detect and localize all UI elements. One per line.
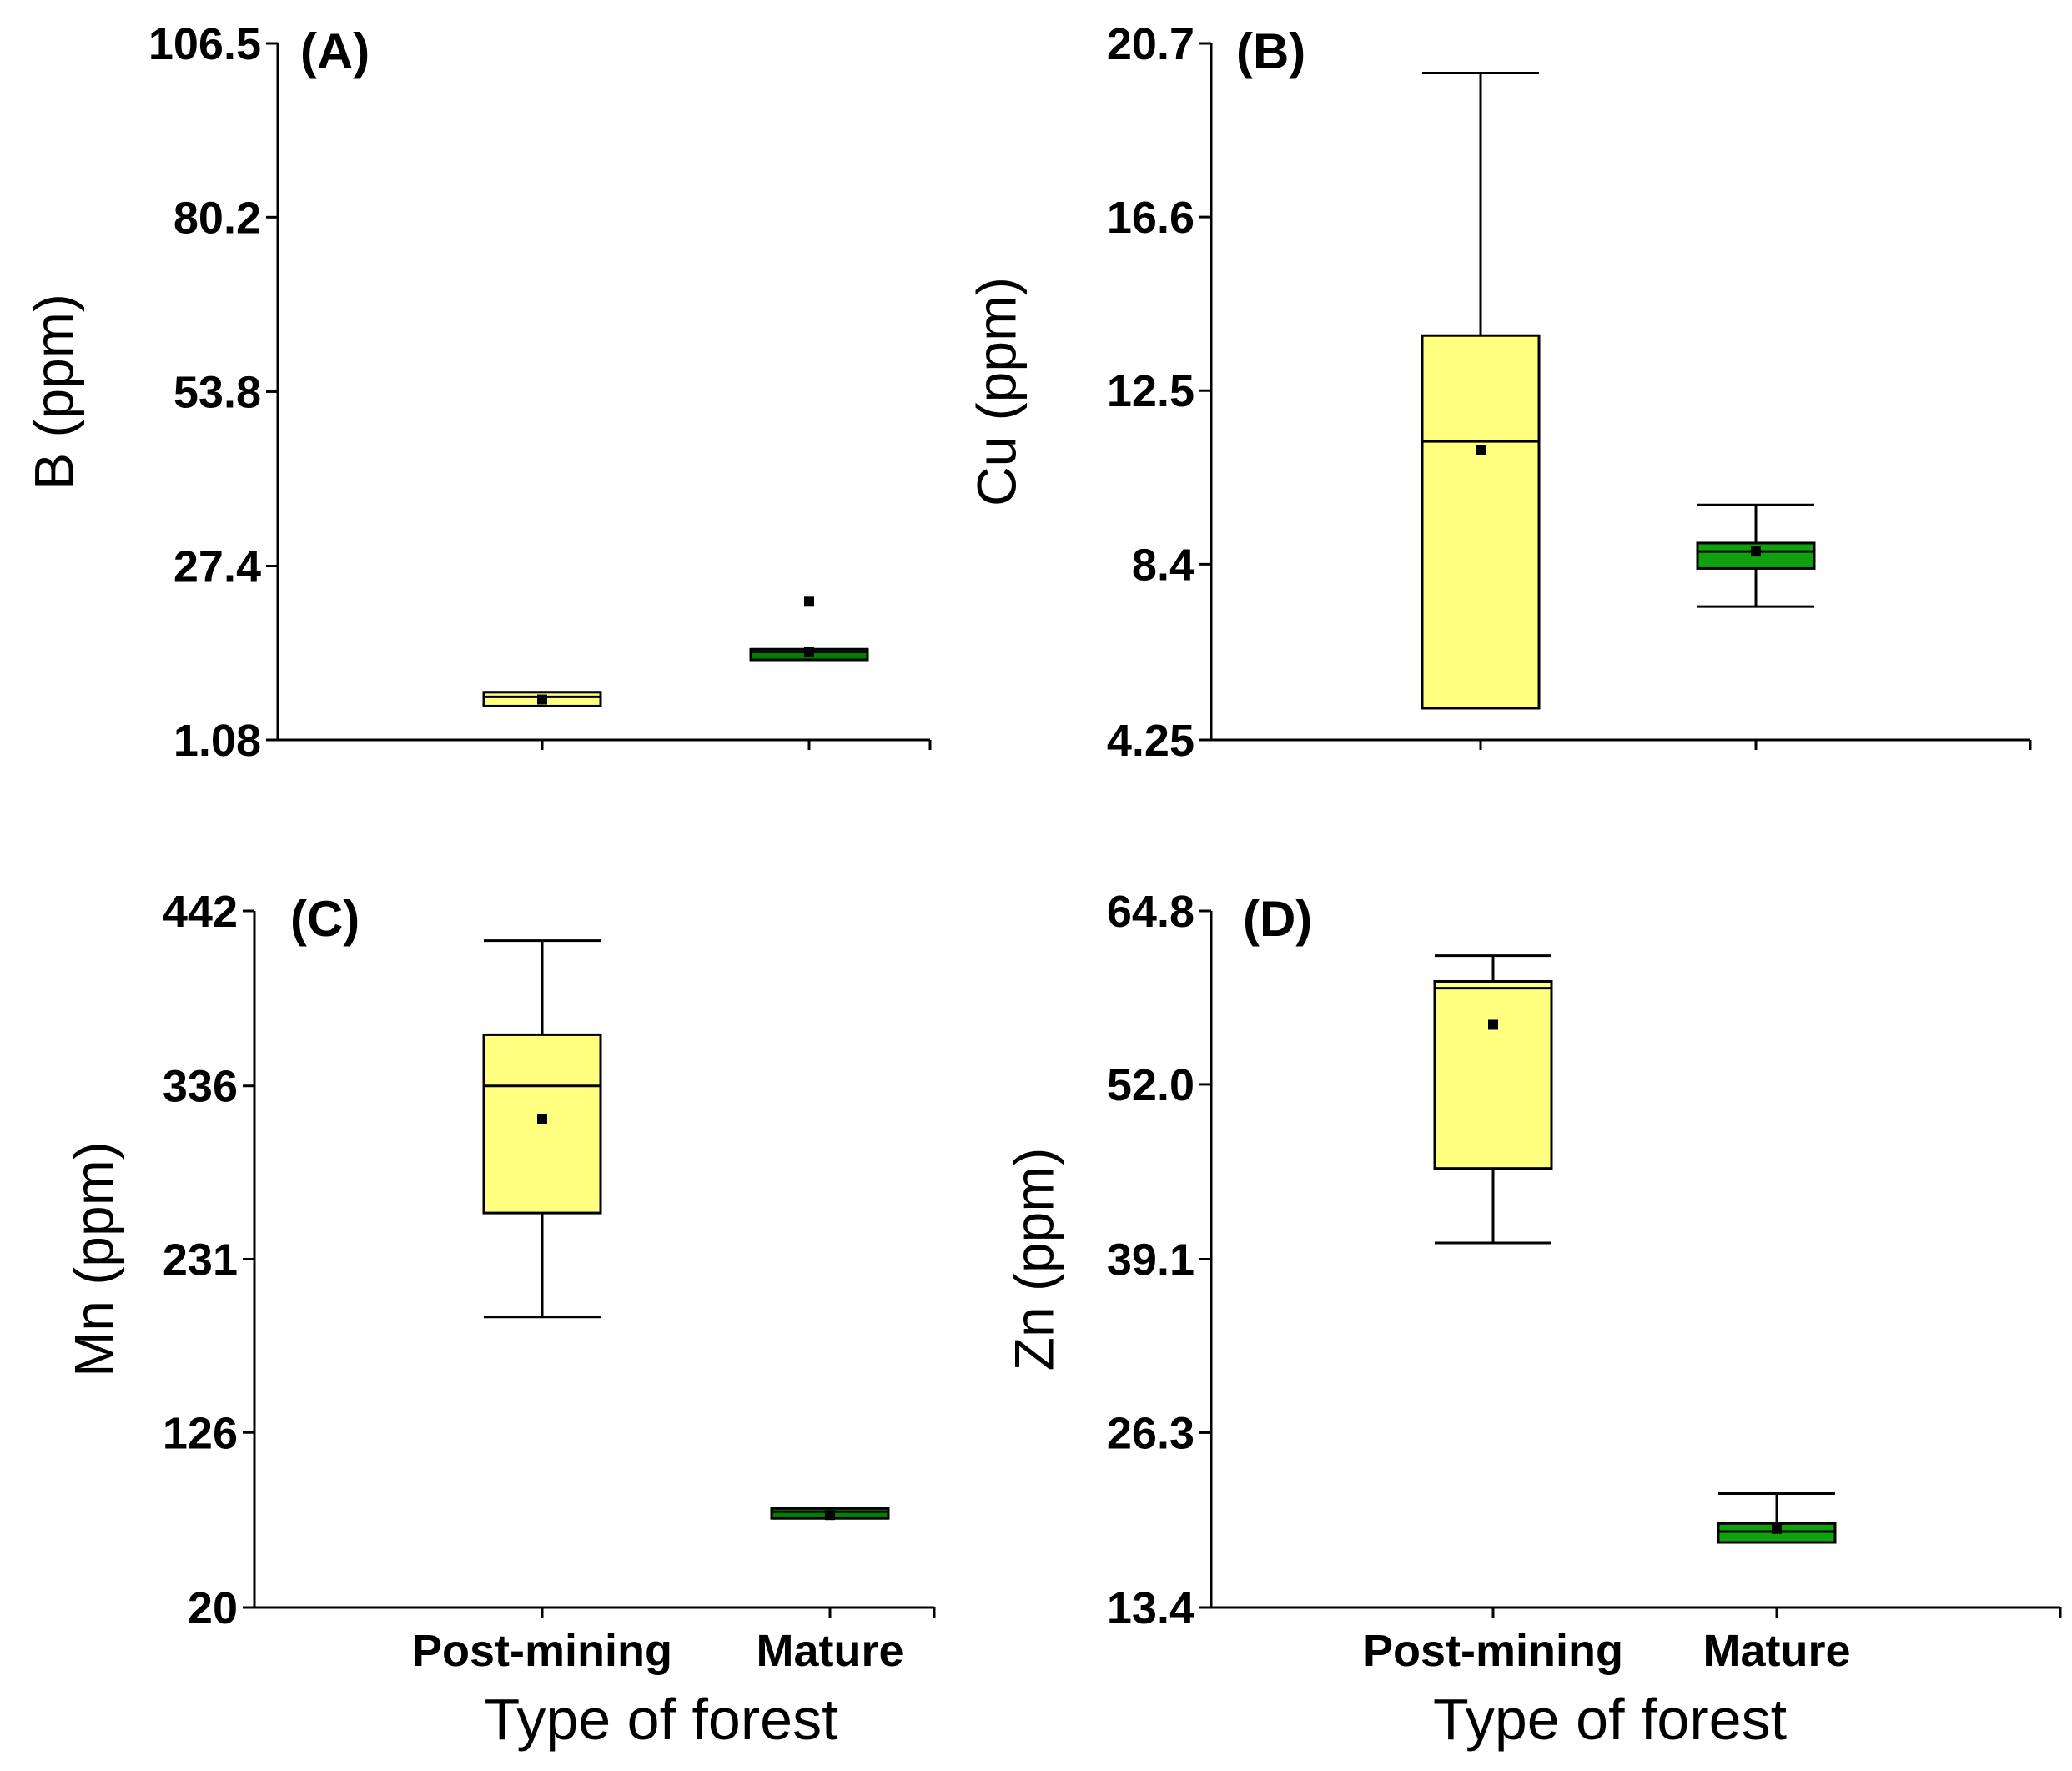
mean-marker xyxy=(1772,1523,1782,1534)
outlier-marker xyxy=(804,596,814,607)
y-tick-label: 80.2 xyxy=(174,193,261,243)
y-tick-label: 52.0 xyxy=(1107,1060,1194,1110)
chart-panel-c: 20 126 231 336 442 (C) Mn (ppm) Post-mining Matu… xyxy=(63,887,936,1752)
y-tick-label: 13.4 xyxy=(1107,1583,1194,1633)
y-tick-label: 8.4 xyxy=(1132,540,1194,590)
category-label: Post-mining xyxy=(1363,1626,1623,1676)
chart-panel-d: 13.4 26.3 39.1 52.0 64.8 (D) Zn (ppm) Post-mini… xyxy=(1003,887,2062,1752)
box-post-mining xyxy=(1421,72,1541,710)
y-tick-label: 1.08 xyxy=(174,716,261,766)
y-tick-label: 16.6 xyxy=(1107,193,1194,243)
category-label: Post-mining xyxy=(412,1626,672,1676)
x-axis-title: Type of forest xyxy=(1433,1687,1787,1752)
chart-panel-b: 4.25 8.4 12.5 16.6 20.7 (B) Cu (ppm) xyxy=(965,19,2032,766)
category-label: Mature xyxy=(756,1626,903,1676)
box-post-mining xyxy=(1433,954,1553,1245)
box-post-mining xyxy=(482,939,602,1319)
box-mature xyxy=(1696,503,1816,608)
category-label: Mature xyxy=(1702,1626,1850,1676)
y-tick-label: 4.25 xyxy=(1107,716,1194,766)
iqr-box xyxy=(1433,979,1553,1170)
y-axis-title: B (ppm) xyxy=(23,294,84,490)
x-axis-title: Type of forest xyxy=(484,1687,837,1752)
panel-label: (C) xyxy=(290,891,360,947)
y-tick-label: 27.4 xyxy=(174,542,261,592)
y-tick-label: 336 xyxy=(163,1062,238,1112)
y-tick-label: 106.5 xyxy=(148,19,261,69)
box-mature xyxy=(1717,1492,1837,1544)
y-tick-label: 53.8 xyxy=(174,367,261,417)
y-tick-label: 20 xyxy=(188,1583,238,1633)
mean-marker xyxy=(537,1114,547,1124)
iqr-box xyxy=(1421,334,1541,710)
mean-marker xyxy=(1488,1019,1498,1030)
panel-label: (A) xyxy=(300,23,370,79)
y-tick-label: 442 xyxy=(163,887,238,937)
y-tick-label: 126 xyxy=(163,1408,238,1458)
panel-label: (D) xyxy=(1243,891,1312,947)
y-tick-label: 39.1 xyxy=(1107,1235,1194,1285)
y-tick-label: 20.7 xyxy=(1107,19,1194,69)
mean-marker xyxy=(804,647,814,657)
box-mature xyxy=(749,596,869,662)
y-tick-label: 26.3 xyxy=(1107,1408,1194,1458)
chart-panel-a: 1.08 27.4 53.8 80.2 106.5 (A) B (ppm) xyxy=(23,19,932,766)
y-axis-title: Cu (ppm) xyxy=(965,277,1027,506)
y-tick-label: 64.8 xyxy=(1107,887,1194,937)
y-axis-title: Mn (ppm) xyxy=(63,1141,124,1376)
box-mature xyxy=(770,1507,890,1521)
y-tick-label: 12.5 xyxy=(1107,366,1194,416)
mean-marker xyxy=(1751,546,1761,557)
panel-label: (B) xyxy=(1236,23,1305,79)
y-axis-title: Zn (ppm) xyxy=(1003,1148,1064,1371)
box-post-mining xyxy=(482,691,602,707)
y-tick-label: 231 xyxy=(163,1235,238,1285)
mean-marker xyxy=(1476,445,1486,455)
mean-marker xyxy=(825,1510,835,1521)
mean-marker xyxy=(537,694,547,705)
